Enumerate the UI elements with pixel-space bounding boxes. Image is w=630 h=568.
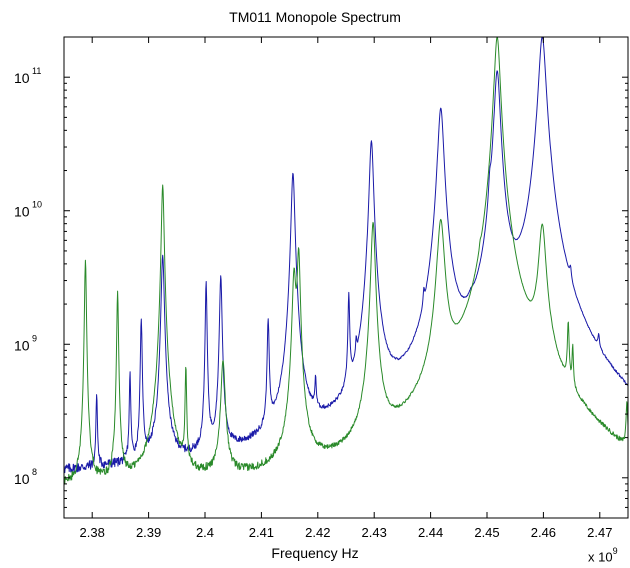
x-tick-label: 2.4 — [196, 525, 214, 540]
x-tick-label: 2.44 — [418, 525, 443, 540]
x-tick-label: 2.38 — [80, 525, 105, 540]
axis-layer: 2.38 2.39 2.4 2.41 2.42 2.43 2.44 2.45 2.46 2.47 1… — [14, 36, 628, 540]
y-tick-label: 10 — [14, 70, 30, 86]
x-axis-label: Frequency Hz — [271, 545, 359, 561]
x-axis-multiplier: x 109 — [588, 546, 618, 565]
plot-frame — [63, 36, 629, 519]
x-tick-label: 2.43 — [362, 525, 387, 540]
x-tick-label: 2.41 — [249, 525, 274, 540]
x-multiplier-exponent: 9 — [612, 546, 618, 556]
x-tick-label: 2.46 — [531, 525, 556, 540]
chart-title: TM011 Monopole Spectrum — [229, 9, 401, 25]
y-tick-label: 10 — [14, 471, 30, 487]
x-multiplier-text: x 10 — [588, 549, 613, 565]
y-tick-label-exponent: 8 — [32, 467, 37, 477]
y-tick-label-exponent: 9 — [32, 333, 37, 343]
x-tick-label: 2.39 — [136, 525, 161, 540]
y-tick-label-exponent: 10 — [32, 200, 42, 210]
y-tick-label-exponent: 11 — [32, 66, 41, 76]
x-tick-label: 2.42 — [305, 525, 330, 540]
y-tick-label: 10 — [14, 337, 30, 353]
y-tick-label: 10 — [14, 204, 30, 220]
series-1-line — [63, 36, 629, 474]
x-tick-label: 2.47 — [587, 525, 612, 540]
x-tick-label: 2.45 — [474, 525, 499, 540]
series-layer — [63, 36, 629, 486]
series-2-line — [63, 36, 629, 486]
